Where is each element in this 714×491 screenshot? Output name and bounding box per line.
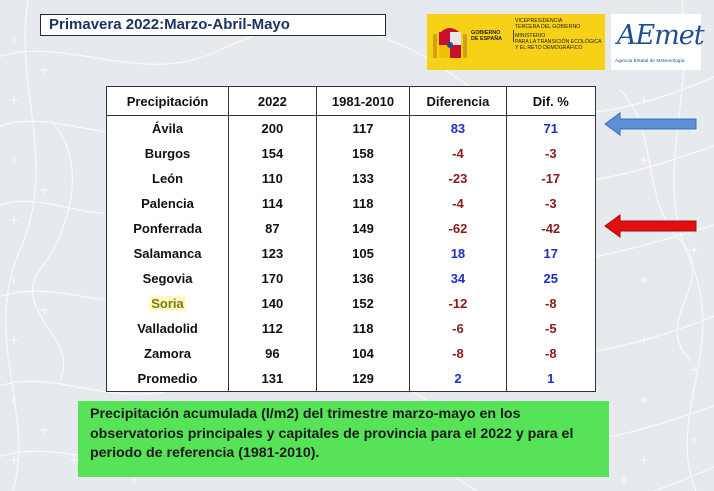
header-dif-pct: Dif. % [505, 86, 597, 116]
row-2022: 154 [228, 141, 317, 166]
row-diffpct: -42 [505, 216, 597, 241]
row-name: Promedio [105, 366, 230, 392]
blue-arrow-icon [604, 112, 697, 136]
table-row: Salamanca 123 105 18 17 [105, 241, 597, 266]
table-row: Segovia 170 136 34 25 [105, 266, 597, 291]
aemet-subtitle: Agencia Estatal de Meteorología [615, 59, 685, 64]
row-2022: 110 [228, 166, 317, 191]
red-arrow-shape [604, 214, 697, 238]
row-diff: 34 [409, 266, 507, 291]
row-diff: -6 [409, 316, 507, 341]
row-diffpct: -5 [505, 316, 597, 341]
row-name: Ávila [105, 115, 230, 141]
row-diff: -4 [409, 141, 507, 166]
row-diffpct: -8 [505, 341, 597, 366]
row-diff: 2 [409, 366, 507, 392]
ministry-label: VICEPRESIDENCIA TERCERA DEL GOBIERNO MIN… [515, 18, 603, 51]
table-row: Ponferrada 87 149 -62 -42 [105, 216, 597, 241]
row-2022: 96 [228, 341, 317, 366]
row-diff: -62 [409, 216, 507, 241]
row-name: Segovia [105, 266, 230, 291]
table-row: Palencia 114 118 -4 -3 [105, 191, 597, 216]
row-ref: 152 [315, 291, 411, 316]
table-row: León 110 133 -23 -17 [105, 166, 597, 191]
row-2022: 114 [228, 191, 317, 216]
precipitation-table: Precipitación 2022 1981-2010 Diferencia … [105, 86, 597, 392]
row-diffpct: 25 [505, 266, 597, 291]
header-1981-2010: 1981-2010 [315, 86, 411, 116]
row-diffpct: 17 [505, 241, 597, 266]
table-row: Zamora 96 104 -8 -8 [105, 341, 597, 366]
row-name: Palencia [105, 191, 230, 216]
row-diffpct: -17 [505, 166, 597, 191]
row-diffpct: -3 [505, 191, 597, 216]
row-2022: 87 [228, 216, 317, 241]
ministry-line: TERCERA DEL GOBIERNO [515, 24, 581, 30]
highlighted-station-label: Soria [149, 296, 186, 311]
table-row: Ávila 200 117 83 71 [105, 115, 597, 141]
row-diff: -12 [409, 291, 507, 316]
table-row: Promedio 131 129 2 1 [105, 366, 597, 392]
row-diff: -4 [409, 191, 507, 216]
table-row: Valladolid 112 118 -6 -5 [105, 316, 597, 341]
table-row: Burgos 154 158 -4 -3 [105, 141, 597, 166]
aemet-wordmark: AEmet [617, 20, 705, 51]
ministry-line: PARA LA TRANSICIÓN ECOLÓGICA [515, 39, 602, 45]
row-diff: 83 [409, 115, 507, 141]
header-diferencia: Diferencia [409, 86, 507, 116]
row-diffpct: -3 [505, 141, 597, 166]
ministry-line: VICEPRESIDENCIA [515, 18, 563, 24]
header-precipitacion: Precipitación [105, 86, 230, 116]
row-ref: 118 [315, 316, 411, 341]
row-2022: 112 [228, 316, 317, 341]
gobierno-label: GOBIERNO DE ESPAÑA [471, 30, 514, 43]
row-name: León [105, 166, 230, 191]
caption-line: observatorios principales y capitales de… [90, 425, 574, 442]
gobierno-line: GOBIERNO [471, 30, 501, 36]
row-diffpct: 1 [505, 366, 597, 392]
row-ref: 133 [315, 166, 411, 191]
row-diff: -23 [409, 166, 507, 191]
row-2022: 123 [228, 241, 317, 266]
row-ref: 118 [315, 191, 411, 216]
row-diffpct: -8 [505, 291, 597, 316]
row-name: Soria [105, 291, 230, 316]
caption-box: Precipitación acumulada (l/m2) del trime… [78, 401, 609, 477]
caption-line: periodo de referencia (1981-2010). [90, 445, 320, 461]
gobierno-de-espana-logo: GOBIERNO DE ESPAÑA VICEPRESIDENCIA TERCE… [427, 14, 605, 70]
row-name: Ponferrada [105, 216, 230, 241]
table-header-row: Precipitación 2022 1981-2010 Diferencia … [105, 86, 597, 116]
row-diff: -8 [409, 341, 507, 366]
row-diffpct: 71 [505, 115, 597, 141]
table-row: Soria 140 152 -12 -8 [105, 291, 597, 316]
row-ref: 117 [315, 115, 411, 141]
row-2022: 131 [228, 366, 317, 392]
ministry-line: Y EL RETO DEMOGRÁFICO [515, 45, 583, 51]
red-arrow-icon [604, 214, 697, 238]
spain-coat-of-arms-icon [433, 28, 467, 58]
aemet-logo: AEmet Agencia Estatal de Meteorología [611, 14, 705, 70]
caption-line: Precipitación acumulada (l/m2) del trime… [90, 406, 521, 422]
header-2022: 2022 [228, 86, 317, 116]
row-name: Salamanca [105, 241, 230, 266]
row-2022: 170 [228, 266, 317, 291]
blue-arrow-shape [604, 112, 697, 136]
row-ref: 149 [315, 216, 411, 241]
row-ref: 129 [315, 366, 411, 392]
row-ref: 104 [315, 341, 411, 366]
row-2022: 200 [228, 115, 317, 141]
page-title: Primavera 2022:Marzo-Abril-Mayo [40, 14, 386, 36]
row-name: Burgos [105, 141, 230, 166]
gobierno-line: DE ESPAÑA [471, 36, 503, 43]
row-ref: 158 [315, 141, 411, 166]
row-ref: 136 [315, 266, 411, 291]
row-ref: 105 [315, 241, 411, 266]
row-diff: 18 [409, 241, 507, 266]
row-name: Valladolid [105, 316, 230, 341]
row-name: Zamora [105, 341, 230, 366]
row-2022: 140 [228, 291, 317, 316]
ministry-line: MINISTERIO [515, 33, 546, 39]
